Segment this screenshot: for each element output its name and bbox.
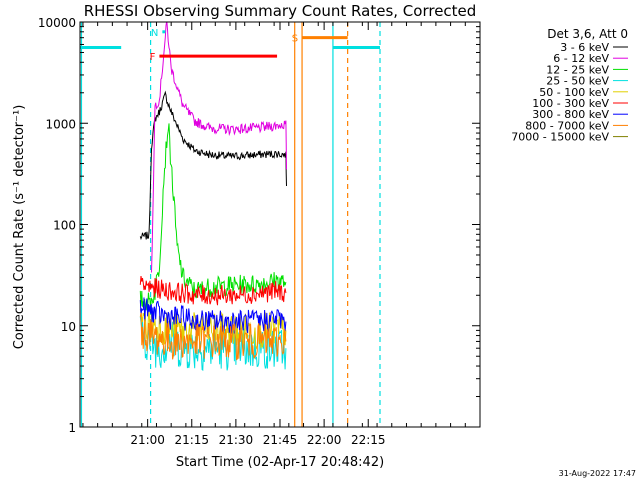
legend-label-2: 12 - 25 keV (546, 63, 609, 76)
y-tick-label-2: 100 (53, 219, 76, 233)
legend-label-8: 7000 - 15000 keV (511, 131, 609, 144)
data-layer: N F S (80, 22, 381, 427)
x-tick-label-0: 21:00 (130, 433, 165, 447)
x-tick-label-2: 21:30 (219, 433, 254, 447)
legend-label-0: 3 - 6 keV (560, 41, 609, 54)
flag-bar-label-2: F (150, 52, 156, 63)
legend-label-6: 300 - 800 keV (532, 108, 609, 121)
legend-label-5: 100 - 300 keV (532, 97, 609, 110)
x-tick-label-3: 21:45 (263, 433, 298, 447)
timestamp: 31-Aug-2022 17:47 (559, 469, 636, 478)
x-tick-label-5: 22:15 (351, 433, 386, 447)
flag-bar-label-1: N (151, 28, 158, 39)
series-line-0 (139, 90, 287, 241)
series-line-7 (139, 312, 287, 361)
y-tick-label-0: 1 (68, 421, 76, 435)
series-line-1 (151, 22, 287, 273)
y-tick-label-1: 10 (61, 320, 76, 334)
y-tick-label-3: 1000 (45, 117, 76, 131)
legend-label-7: 800 - 7000 keV (525, 119, 609, 132)
series-line-6 (139, 297, 287, 334)
legend-label-1: 6 - 12 keV (553, 52, 609, 65)
chart-title: RHESSI Observing Summary Count Rates, Co… (84, 2, 477, 20)
y-tick-label-4: 10000 (38, 16, 76, 30)
legend-label-4: 50 - 100 keV (539, 86, 609, 99)
legend-header: Det 3,6, Att 0 (547, 27, 628, 41)
flag-bar-label-3: S (292, 34, 298, 45)
x-tick-label-4: 22:00 (307, 433, 342, 447)
x-axis-label: Start Time (02-Apr-17 20:48:42) (176, 455, 384, 470)
series-line-2 (139, 123, 287, 312)
axes-layer: 21:00 21:15 21:30 21:45 22:00 22:15 1 10 100 1000… (38, 16, 480, 447)
legend-label-3: 25 - 50 keV (546, 75, 609, 88)
series-line-5 (139, 276, 287, 306)
y-axis-label: Corrected Count Rate (s⁻¹ detector⁻¹) (12, 105, 27, 350)
x-tick-label-1: 21:15 (174, 433, 209, 447)
